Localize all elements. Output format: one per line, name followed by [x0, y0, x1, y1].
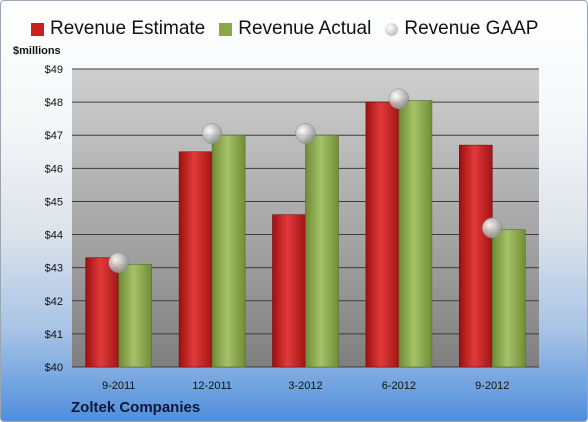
- y-tick-label: $43: [45, 263, 63, 275]
- bar-revenue-actual: [491, 229, 526, 368]
- bar-revenue-estimate: [458, 144, 493, 368]
- legend-swatch-estimate: [31, 22, 44, 36]
- y-tick-label: $49: [45, 64, 63, 76]
- legend-label-actual: Revenue Actual: [238, 18, 372, 39]
- marker-revenue-gaap: [482, 217, 503, 239]
- y-tick-label: $41: [45, 329, 63, 341]
- company-name: Zoltek Companies: [71, 399, 201, 416]
- marker-revenue-gaap: [108, 252, 129, 273]
- legend: Revenue Estimate Revenue Actual Revenue …: [31, 17, 538, 41]
- legend-item-estimate: Revenue Estimate: [31, 18, 205, 40]
- legend-item-gaap: Revenue GAAP: [385, 18, 538, 40]
- y-tick-label: $40: [45, 362, 63, 374]
- bar-revenue-estimate: [272, 214, 306, 368]
- x-tick-label: 9-2012: [475, 380, 509, 392]
- x-tick-label: 9-2011: [102, 380, 135, 392]
- bar-revenue-estimate: [178, 151, 213, 368]
- bar-revenue-estimate: [85, 257, 119, 368]
- bar-revenue-actual: [305, 134, 339, 368]
- bar-revenue-actual: [211, 134, 246, 368]
- bar-revenue-estimate: [365, 101, 400, 368]
- y-axis-unit-label: $millions: [13, 45, 61, 57]
- y-tick-label: $47: [45, 130, 63, 142]
- y-tick-label: $44: [45, 230, 63, 242]
- legend-swatch-actual: [219, 22, 233, 36]
- legend-swatch-gaap: [385, 22, 399, 36]
- marker-revenue-gaap: [295, 123, 316, 144]
- marker-revenue-gaap: [388, 88, 410, 110]
- y-tick-label: $42: [45, 296, 63, 308]
- bar-revenue-actual: [118, 264, 152, 368]
- y-tick-label: $46: [45, 163, 63, 175]
- legend-label-estimate: Revenue Estimate: [50, 18, 206, 39]
- x-tick-label: 6-2012: [382, 380, 416, 392]
- legend-item-actual: Revenue Actual: [219, 18, 371, 40]
- x-tick-label: 12-2011: [192, 380, 232, 392]
- x-tick-label: 3-2012: [288, 380, 322, 392]
- bar-revenue-actual: [398, 100, 433, 368]
- y-tick-label: $45: [45, 196, 63, 208]
- legend-label-gaap: Revenue GAAP: [404, 18, 539, 39]
- marker-revenue-gaap: [201, 123, 223, 144]
- y-tick-label: $48: [45, 97, 63, 109]
